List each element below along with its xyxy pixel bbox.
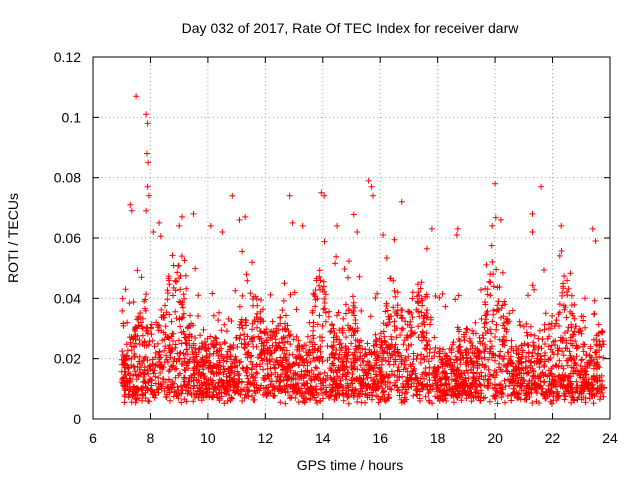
x-tick-label: 12 bbox=[258, 430, 274, 446]
grid-lines bbox=[93, 57, 610, 419]
chart-title: Day 032 of 2017, Rate Of TEC Index for r… bbox=[182, 20, 520, 36]
y-tick-label: 0.06 bbox=[54, 230, 81, 246]
x-tick-label: 8 bbox=[147, 430, 155, 446]
x-axis-label: GPS time / hours bbox=[297, 457, 404, 473]
x-tick-label: 18 bbox=[430, 430, 446, 446]
y-tick-label: 0.02 bbox=[54, 351, 81, 367]
x-tick-label: 6 bbox=[89, 430, 97, 446]
y-tick-label: 0.1 bbox=[62, 109, 82, 125]
x-tick-label: 24 bbox=[602, 430, 618, 446]
roti-point-markers bbox=[118, 93, 608, 407]
data-points bbox=[118, 93, 608, 407]
y-tick-label: 0.12 bbox=[54, 49, 81, 65]
x-tick-labels: 6 8 10 12 14 16 18 20 22 24 bbox=[89, 430, 618, 446]
x-tick-label: 16 bbox=[372, 430, 388, 446]
axis-ticks bbox=[92, 56, 611, 420]
y-tick-label: 0.04 bbox=[54, 290, 81, 306]
y-tick-label: 0.08 bbox=[54, 170, 81, 186]
y-axis-label: ROTI / TECUs bbox=[5, 193, 21, 283]
y-tick-label: 0 bbox=[73, 411, 81, 427]
x-tick-label: 10 bbox=[200, 430, 216, 446]
y-tick-labels: 0 0.02 0.04 0.06 0.08 0.1 0.12 bbox=[54, 49, 81, 427]
x-tick-label: 14 bbox=[315, 430, 331, 446]
x-tick-label: 22 bbox=[545, 430, 561, 446]
x-tick-label: 20 bbox=[487, 430, 503, 446]
